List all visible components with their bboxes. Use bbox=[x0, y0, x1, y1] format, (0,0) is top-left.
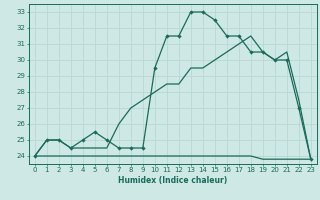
X-axis label: Humidex (Indice chaleur): Humidex (Indice chaleur) bbox=[118, 176, 228, 185]
